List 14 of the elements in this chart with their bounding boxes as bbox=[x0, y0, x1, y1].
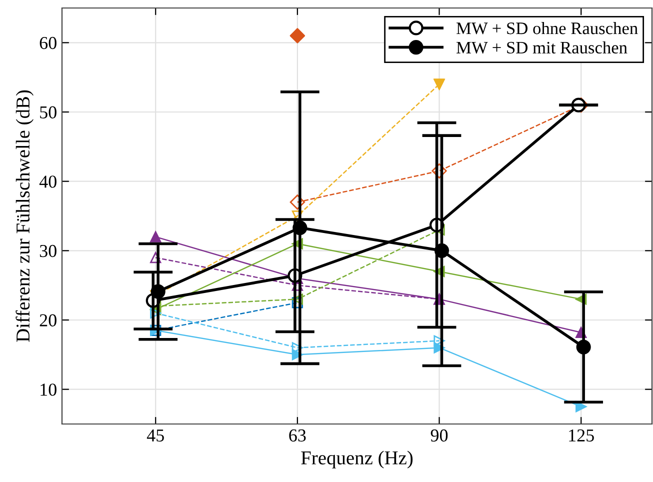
y-tick-label: 10 bbox=[40, 384, 56, 396]
y-tick-label: 40 bbox=[39, 176, 56, 188]
legend-label: MW + SD ohne Rauschen bbox=[456, 22, 638, 34]
x-tick-label: 45 bbox=[146, 430, 164, 442]
y-axis-title: Differenz zur Fühlschwelle (dB) bbox=[16, 90, 34, 342]
y-tick-label: 20 bbox=[40, 314, 56, 326]
x-tick-label: 125 bbox=[569, 429, 594, 442]
y-tick-label: 60 bbox=[40, 36, 56, 50]
legend-label: MW + SD mit Rauschen bbox=[456, 41, 628, 54]
x-tick-label: 63 bbox=[289, 429, 306, 442]
y-tick-label: 30 bbox=[40, 244, 56, 258]
x-axis-title: Frequenz (Hz) bbox=[301, 450, 413, 468]
y-tick-label: 50 bbox=[40, 106, 56, 118]
x-tick-label: 90 bbox=[430, 429, 448, 442]
